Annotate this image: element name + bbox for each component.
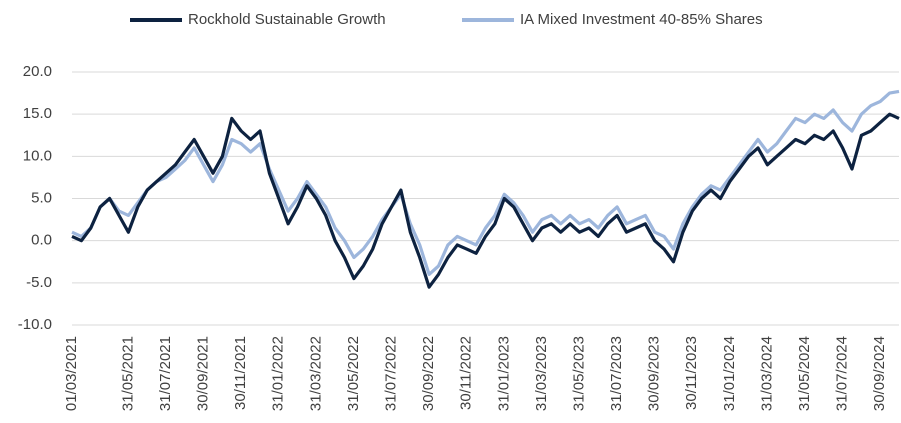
x-tick-label: 31/05/2023 (570, 336, 587, 411)
x-tick-label: 31/01/2022 (270, 336, 287, 411)
series-line (71, 112, 900, 289)
x-tick-label: 01/03/2021 (63, 336, 80, 411)
y-tick-label: 0.0 (31, 232, 52, 249)
x-tick-label: 31/03/2023 (533, 336, 550, 411)
y-tick-label: 5.0 (31, 189, 52, 206)
x-tick-label: 31/05/2021 (119, 336, 136, 411)
series-line (71, 89, 900, 276)
x-tick-label: 30/09/2024 (871, 336, 888, 411)
x-tick-label: 31/01/2023 (495, 336, 512, 411)
x-tick-label: 30/11/2021 (232, 336, 249, 410)
x-tick-label: 31/07/2021 (157, 336, 174, 411)
x-tick-label: 30/11/2023 (683, 336, 700, 410)
x-tick-label: 30/11/2022 (458, 336, 475, 410)
x-tick-label: 31/03/2024 (758, 336, 775, 411)
y-tick-label: -5.0 (26, 274, 52, 291)
x-tick-label: 31/05/2024 (796, 336, 813, 411)
y-tick-label: 10.0 (23, 147, 52, 164)
legend-label: Rockhold Sustainable Growth (188, 11, 386, 28)
x-tick-label: 31/07/2022 (382, 336, 399, 411)
y-tick-label: 20.0 (23, 63, 52, 80)
x-tick-label: 31/07/2024 (834, 336, 851, 411)
x-tick-label: 30/09/2021 (195, 336, 212, 411)
x-tick-label: 31/05/2022 (345, 336, 362, 411)
y-tick-label: 15.0 (23, 105, 52, 122)
x-tick-label: 31/01/2024 (721, 336, 738, 411)
x-tick-label: 30/09/2022 (420, 336, 437, 411)
x-tick-label: 30/09/2023 (646, 336, 663, 411)
legend-label: IA Mixed Investment 40-85% Shares (520, 11, 763, 28)
x-tick-label: 31/07/2023 (608, 336, 625, 411)
y-tick-label: -10.0 (18, 316, 52, 333)
x-tick-label: 31/03/2022 (307, 336, 324, 411)
